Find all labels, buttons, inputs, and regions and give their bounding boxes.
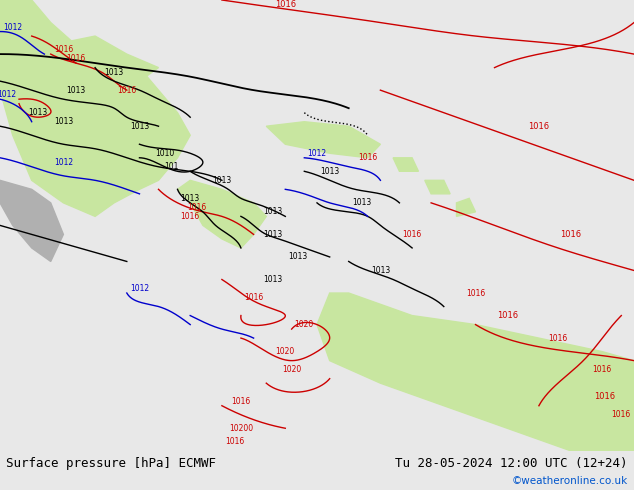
Text: 1012: 1012 — [307, 149, 327, 158]
Text: 1016: 1016 — [187, 203, 206, 212]
Text: 1013: 1013 — [29, 108, 48, 117]
Text: 1016: 1016 — [528, 122, 550, 131]
Polygon shape — [266, 122, 380, 158]
Text: 1013: 1013 — [105, 68, 124, 76]
Text: 1020: 1020 — [276, 347, 295, 356]
Text: 1016: 1016 — [594, 392, 615, 401]
Text: 1016: 1016 — [560, 230, 581, 239]
Polygon shape — [317, 293, 634, 451]
Text: Tu 28-05-2024 12:00 UTC (12+24): Tu 28-05-2024 12:00 UTC (12+24) — [395, 457, 628, 470]
Text: 1016: 1016 — [496, 311, 518, 320]
Polygon shape — [0, 0, 190, 217]
Text: 1012: 1012 — [3, 23, 22, 31]
Polygon shape — [0, 180, 63, 262]
Text: 1016: 1016 — [403, 230, 422, 239]
Text: 1012: 1012 — [0, 90, 16, 99]
Text: ©weatheronline.co.uk: ©weatheronline.co.uk — [512, 476, 628, 486]
Text: 1020: 1020 — [295, 320, 314, 329]
Text: 10200: 10200 — [229, 424, 253, 433]
Text: 1010: 1010 — [155, 149, 174, 158]
Text: 1013: 1013 — [320, 167, 339, 176]
Text: 1016: 1016 — [54, 45, 73, 54]
Text: 1016: 1016 — [244, 293, 263, 302]
Text: 1013: 1013 — [212, 176, 231, 185]
Polygon shape — [393, 158, 418, 172]
Text: Surface pressure [hPa] ECMWF: Surface pressure [hPa] ECMWF — [6, 457, 216, 470]
Text: 1016: 1016 — [548, 334, 567, 343]
Polygon shape — [178, 180, 266, 248]
Text: 1016: 1016 — [117, 86, 136, 95]
Text: 1016: 1016 — [593, 365, 612, 374]
Text: 1016: 1016 — [225, 437, 244, 446]
Text: 101: 101 — [164, 162, 178, 171]
Text: 1016: 1016 — [358, 153, 377, 162]
Text: 1013: 1013 — [130, 122, 149, 131]
Polygon shape — [456, 198, 476, 217]
Text: 1016: 1016 — [275, 0, 296, 9]
Text: 1012: 1012 — [130, 284, 149, 293]
Text: 1013: 1013 — [288, 252, 307, 262]
Text: 1013: 1013 — [371, 266, 390, 275]
Text: 1013: 1013 — [352, 198, 371, 207]
Text: 1016: 1016 — [67, 54, 86, 63]
Polygon shape — [425, 180, 450, 194]
Text: 1013: 1013 — [263, 230, 282, 239]
Text: 1020: 1020 — [282, 365, 301, 374]
Text: 1016: 1016 — [231, 397, 250, 406]
Text: 1013: 1013 — [263, 275, 282, 284]
Text: 1013: 1013 — [181, 194, 200, 203]
Text: 1013: 1013 — [67, 86, 86, 95]
Text: 1012: 1012 — [54, 158, 73, 167]
Polygon shape — [0, 36, 158, 99]
Text: 1013: 1013 — [54, 117, 73, 126]
Text: 1016: 1016 — [612, 410, 631, 419]
Text: 1013: 1013 — [263, 207, 282, 217]
Text: 1016: 1016 — [466, 289, 485, 297]
Text: 1016: 1016 — [181, 212, 200, 221]
